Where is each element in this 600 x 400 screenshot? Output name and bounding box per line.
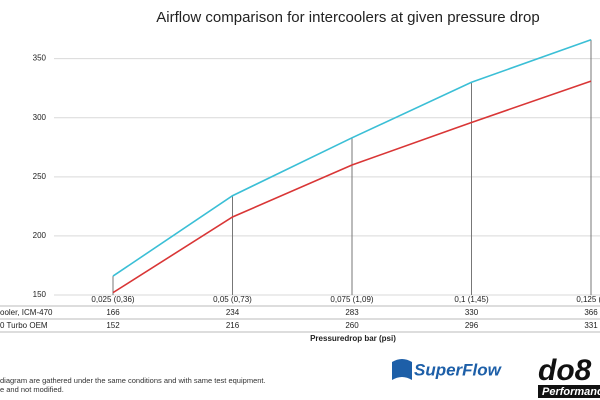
y-tick-label: 200 <box>33 231 47 240</box>
data-label: 330 <box>465 308 479 317</box>
data-label: 331 <box>584 321 598 330</box>
y-tick-label: 250 <box>33 172 47 181</box>
x-axis-label: Pressuredrop bar (psi) <box>310 334 396 343</box>
superflow-logo: SuperFlow <box>392 359 503 380</box>
legend-label: ooler, ICM-470 <box>0 308 53 317</box>
data-label: 216 <box>226 321 240 330</box>
chart-title: Airflow comparison for intercoolers at g… <box>156 9 540 26</box>
data-label: 283 <box>345 308 359 317</box>
logo-text: Performanc <box>542 386 600 398</box>
logo-icon <box>392 359 412 380</box>
x-tick-label: 0,025 (0,36) <box>91 295 134 304</box>
series-line <box>112 38 592 277</box>
footnote: e and not modified. <box>0 385 64 394</box>
logo-text: SuperFlow <box>414 360 503 379</box>
legend-label: 0 Turbo OEM <box>0 321 48 330</box>
data-label: 260 <box>345 321 359 330</box>
y-tick-label: 350 <box>33 54 47 63</box>
data-label: 234 <box>226 308 240 317</box>
y-tick-label: 300 <box>33 113 47 122</box>
footnote: diagram are gathered under the same cond… <box>0 376 266 385</box>
data-label: 296 <box>465 321 479 330</box>
logo-text: do8 <box>538 354 592 387</box>
data-label: 166 <box>106 308 120 317</box>
series-line <box>112 80 592 294</box>
x-tick-label: 0,1 (1,45) <box>454 295 489 304</box>
x-tick-label: 0,125 (1 <box>576 295 600 304</box>
data-label: 152 <box>106 321 120 330</box>
do8-logo: do8 Performanc <box>538 354 600 398</box>
y-tick-label: 150 <box>33 290 47 299</box>
data-label: 366 <box>584 308 598 317</box>
logo-band <box>538 385 600 398</box>
x-tick-label: 0,075 (1,09) <box>330 295 373 304</box>
x-tick-label: 0,05 (0,73) <box>213 295 252 304</box>
